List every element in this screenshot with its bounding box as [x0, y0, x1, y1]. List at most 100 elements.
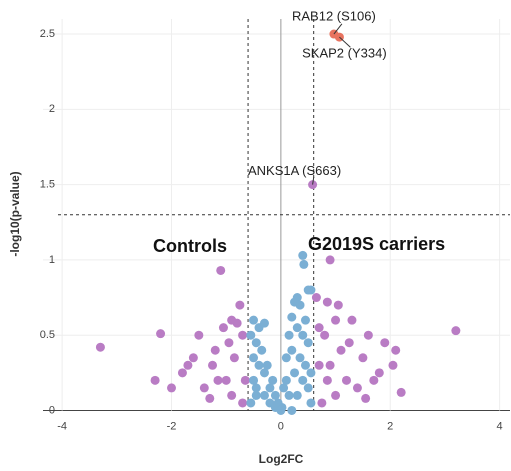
point: [218, 323, 228, 333]
point: [358, 353, 368, 363]
point: [257, 345, 267, 355]
x-tick-label: -2: [167, 420, 177, 432]
point: [208, 360, 218, 370]
point: [303, 338, 313, 348]
point: [396, 387, 406, 397]
x-tick-label: 0: [278, 420, 284, 432]
point: [388, 360, 398, 370]
point: [344, 338, 354, 348]
point: [341, 375, 351, 385]
point: [259, 368, 269, 378]
annotation: SKAP2 (Y334): [302, 46, 387, 61]
x-tick-label: -4: [57, 420, 67, 432]
point: [298, 330, 308, 340]
point: [229, 353, 239, 363]
point: [270, 390, 280, 400]
point: [194, 330, 204, 340]
point: [284, 390, 294, 400]
annotation-arrow: [312, 176, 315, 185]
point: [259, 390, 269, 400]
y-tick-label: 2.5: [40, 28, 55, 40]
point: [259, 318, 269, 328]
annotation: ANKS1A (S663): [248, 163, 341, 178]
point: [290, 368, 300, 378]
point: [251, 383, 261, 393]
y-tick-label: 1: [49, 254, 55, 266]
point: [292, 323, 302, 333]
point: [352, 383, 362, 393]
point: [238, 330, 248, 340]
point: [298, 375, 308, 385]
point: [221, 375, 231, 385]
point: [279, 383, 289, 393]
point: [268, 375, 278, 385]
point: [235, 300, 245, 310]
point: [336, 345, 346, 355]
point: [177, 368, 187, 378]
point: [287, 345, 297, 355]
point: [295, 300, 305, 310]
point: [216, 265, 226, 275]
point: [380, 338, 390, 348]
point: [281, 353, 291, 363]
point: [167, 383, 177, 393]
point: [213, 375, 223, 385]
y-tick-label: 0.5: [40, 329, 55, 341]
point: [246, 330, 256, 340]
point: [254, 360, 264, 370]
point: [249, 353, 259, 363]
point: [287, 405, 297, 415]
point: [300, 315, 310, 325]
point: [249, 315, 259, 325]
y-tick-label: 2: [49, 103, 55, 115]
point: [314, 323, 324, 333]
point: [232, 318, 242, 328]
point: [249, 375, 259, 385]
point: [303, 383, 313, 393]
point: [333, 300, 343, 310]
point: [150, 375, 160, 385]
point: [322, 375, 332, 385]
point: [95, 342, 105, 352]
point: [306, 368, 316, 378]
point: [276, 405, 286, 415]
point: [317, 398, 327, 408]
point: [374, 368, 384, 378]
annotation-arrow: [333, 23, 343, 35]
point: [320, 330, 330, 340]
y-axis-title: -log10(p-value): [8, 171, 22, 256]
point: [199, 383, 209, 393]
annotation-arrow: [339, 36, 351, 48]
point: [262, 360, 272, 370]
point: [369, 375, 379, 385]
point: [325, 360, 335, 370]
point: [391, 345, 401, 355]
point: [183, 360, 193, 370]
x-tick-label: 2: [387, 420, 393, 432]
point: [284, 330, 294, 340]
point: [314, 360, 324, 370]
point: [363, 330, 373, 340]
point: [306, 398, 316, 408]
point: [292, 390, 302, 400]
point: [224, 338, 234, 348]
point: [361, 393, 371, 403]
point: [205, 393, 215, 403]
point: [303, 285, 313, 295]
point: [265, 383, 275, 393]
point: [347, 315, 357, 325]
point: [238, 398, 248, 408]
point: [251, 390, 261, 400]
point: [188, 353, 198, 363]
point: [295, 353, 305, 363]
x-axis-title: Log2FC: [259, 452, 304, 466]
point: [251, 338, 261, 348]
point: [322, 297, 332, 307]
point: [451, 326, 461, 336]
point: [300, 360, 310, 370]
point: [298, 250, 308, 260]
point: [331, 390, 341, 400]
point: [311, 293, 321, 303]
